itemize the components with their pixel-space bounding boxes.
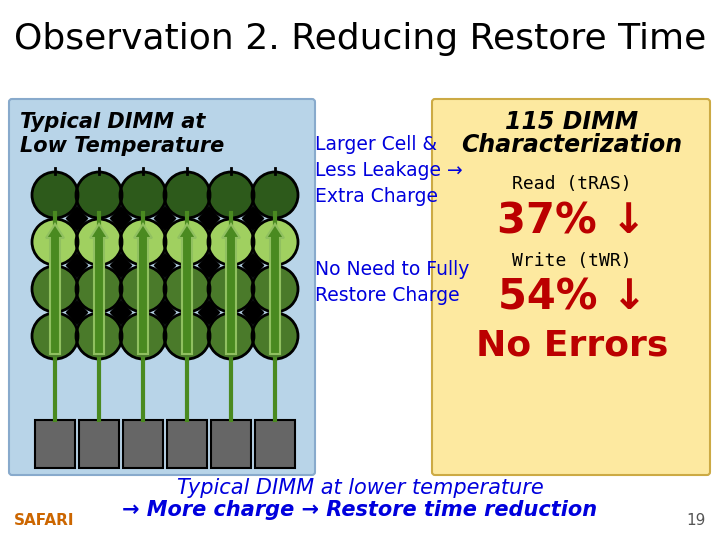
Circle shape	[120, 172, 166, 218]
Circle shape	[208, 313, 254, 359]
FancyBboxPatch shape	[432, 99, 710, 475]
Text: No Need to Fully
Restore Charge: No Need to Fully Restore Charge	[315, 260, 469, 305]
Text: 37% ↓: 37% ↓	[498, 200, 647, 242]
Polygon shape	[66, 206, 88, 231]
Circle shape	[120, 313, 166, 359]
FancyArrow shape	[46, 224, 64, 354]
Bar	[35, 420, 75, 468]
Text: 54% ↓: 54% ↓	[498, 277, 647, 319]
Bar	[78, 420, 120, 468]
Text: Larger Cell &
Less Leakage →
Extra Charge: Larger Cell & Less Leakage → Extra Charg…	[315, 135, 463, 206]
Bar	[167, 420, 207, 468]
Polygon shape	[110, 206, 132, 231]
Circle shape	[252, 172, 298, 218]
Polygon shape	[66, 300, 88, 325]
Circle shape	[252, 313, 298, 359]
Polygon shape	[199, 300, 220, 325]
Polygon shape	[155, 300, 176, 325]
Circle shape	[208, 172, 254, 218]
FancyArrow shape	[178, 224, 196, 354]
Circle shape	[32, 266, 78, 312]
Circle shape	[208, 219, 254, 265]
Polygon shape	[110, 253, 132, 278]
FancyArrow shape	[90, 224, 108, 354]
Bar	[255, 420, 295, 468]
Circle shape	[164, 313, 210, 359]
Polygon shape	[243, 253, 264, 278]
Polygon shape	[110, 300, 132, 325]
Text: SAFARI: SAFARI	[14, 513, 74, 528]
Circle shape	[164, 266, 210, 312]
Polygon shape	[243, 206, 264, 231]
Circle shape	[164, 219, 210, 265]
Circle shape	[252, 266, 298, 312]
Polygon shape	[155, 253, 176, 278]
Polygon shape	[66, 253, 88, 278]
Text: → More charge → Restore time reduction: → More charge → Restore time reduction	[122, 500, 598, 520]
Text: Write (tWR): Write (tWR)	[512, 252, 632, 270]
Polygon shape	[243, 300, 264, 325]
Text: Typical DIMM at
Low Temperature: Typical DIMM at Low Temperature	[20, 112, 224, 156]
Circle shape	[76, 219, 122, 265]
Circle shape	[252, 219, 298, 265]
Polygon shape	[155, 206, 176, 231]
Text: No Errors: No Errors	[476, 328, 668, 362]
Bar	[123, 420, 163, 468]
Polygon shape	[199, 206, 220, 231]
Text: 19: 19	[687, 513, 706, 528]
Circle shape	[208, 266, 254, 312]
Text: Read (tRAS): Read (tRAS)	[512, 175, 632, 193]
Polygon shape	[199, 253, 220, 278]
Text: Typical DIMM at lower temperature: Typical DIMM at lower temperature	[176, 478, 544, 498]
Text: 115 DIMM: 115 DIMM	[505, 110, 639, 134]
Text: Characterization: Characterization	[462, 133, 683, 157]
Circle shape	[120, 266, 166, 312]
Circle shape	[76, 313, 122, 359]
FancyArrow shape	[222, 224, 240, 354]
Circle shape	[164, 172, 210, 218]
FancyArrow shape	[266, 224, 284, 354]
Circle shape	[76, 266, 122, 312]
Circle shape	[32, 172, 78, 218]
FancyBboxPatch shape	[9, 99, 315, 475]
Circle shape	[32, 219, 78, 265]
Circle shape	[32, 313, 78, 359]
Bar	[211, 420, 251, 468]
Text: Observation 2. Reducing Restore Time: Observation 2. Reducing Restore Time	[14, 22, 706, 56]
Circle shape	[120, 219, 166, 265]
FancyArrow shape	[134, 224, 152, 354]
Circle shape	[76, 172, 122, 218]
